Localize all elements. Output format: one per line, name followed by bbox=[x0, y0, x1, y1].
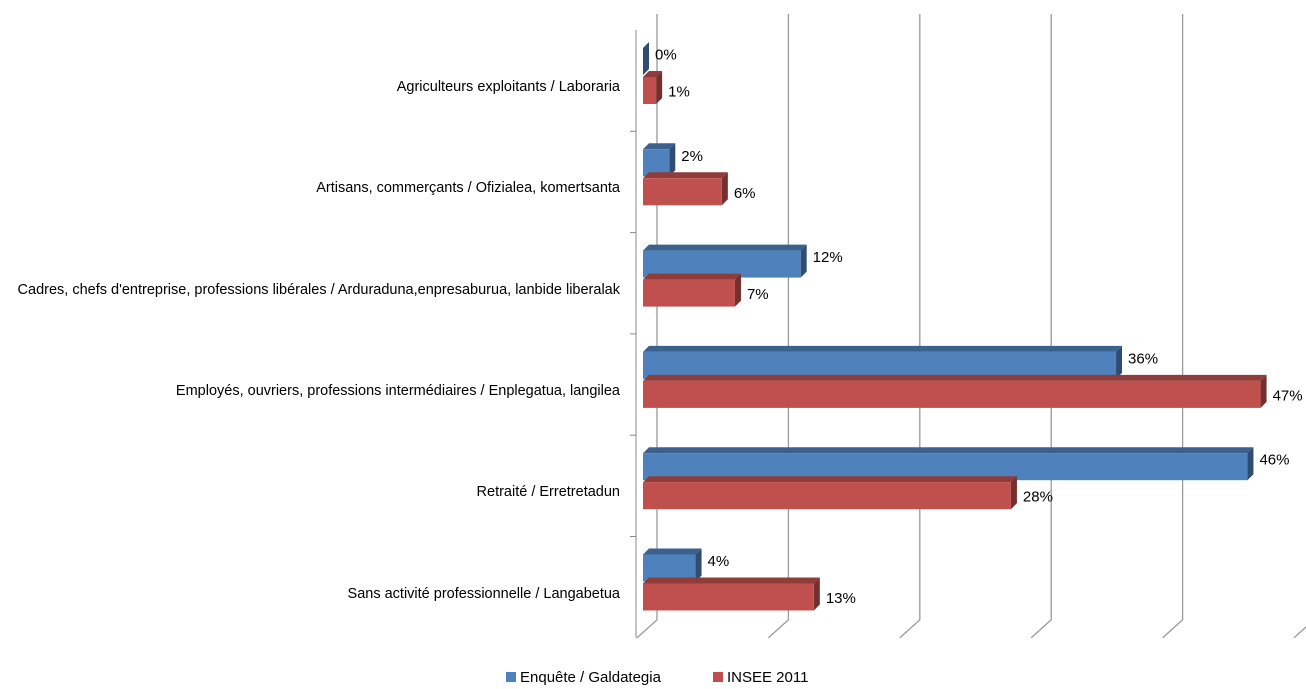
data-label: 2% bbox=[681, 148, 703, 165]
bar-front-face bbox=[643, 482, 1011, 510]
legend-label: Enquête / Galdategia bbox=[520, 669, 662, 686]
bar-front-face bbox=[643, 583, 814, 611]
bar-top-face bbox=[643, 447, 1254, 454]
bar-front-face bbox=[643, 351, 1117, 379]
bar-side-face bbox=[669, 143, 676, 177]
category-label: Agriculteurs exploitants / Laboraria bbox=[396, 79, 620, 95]
bar-top-face bbox=[643, 172, 728, 179]
bar-side-face bbox=[800, 244, 807, 278]
bar-top-face bbox=[643, 476, 1017, 483]
bar-side-face bbox=[1116, 345, 1123, 379]
bar-front-face bbox=[643, 380, 1261, 408]
data-label: 36% bbox=[1128, 350, 1158, 367]
bar-front-face bbox=[643, 77, 657, 104]
data-label: 13% bbox=[826, 590, 856, 607]
bar-side-face bbox=[656, 71, 663, 104]
grid-line bbox=[1293, 626, 1306, 639]
bar-side-face bbox=[813, 577, 820, 611]
legend-label: INSEE 2011 bbox=[727, 669, 808, 686]
bar-side-face bbox=[1247, 447, 1254, 481]
bar-front-face bbox=[643, 178, 722, 206]
bar bbox=[643, 577, 820, 611]
grid-line bbox=[1162, 14, 1184, 639]
bar bbox=[643, 172, 728, 206]
bar-top-face bbox=[643, 143, 676, 150]
bar bbox=[643, 476, 1017, 510]
bar bbox=[643, 71, 663, 104]
bar bbox=[643, 273, 741, 307]
data-label: 1% bbox=[668, 83, 690, 100]
legend-swatch bbox=[713, 672, 723, 682]
bar-side-face bbox=[695, 548, 702, 582]
legend-swatch bbox=[506, 672, 516, 682]
data-label: 28% bbox=[1023, 489, 1053, 506]
bar bbox=[643, 548, 702, 582]
bar-top-face bbox=[643, 273, 741, 280]
category-label: Employés, ouvriers, professions interméd… bbox=[175, 382, 620, 399]
bar-top-face bbox=[643, 577, 820, 584]
grid-line bbox=[899, 14, 921, 639]
bar-front-face bbox=[643, 453, 1248, 481]
bar-side-face bbox=[721, 172, 728, 206]
bar-top-face bbox=[643, 345, 1123, 352]
data-label: 4% bbox=[708, 553, 730, 570]
grid-line bbox=[1030, 14, 1052, 639]
bar-top-face bbox=[643, 71, 663, 77]
bar-front-face bbox=[643, 554, 696, 582]
bar-top-face bbox=[643, 374, 1267, 381]
bar-side-face bbox=[1010, 476, 1017, 510]
bar bbox=[643, 447, 1254, 481]
grid-line bbox=[767, 14, 790, 639]
data-label: 0% bbox=[655, 46, 677, 63]
data-label: 47% bbox=[1273, 387, 1303, 404]
grid-line bbox=[636, 14, 658, 639]
category-label: Retraité / Erretretadun bbox=[476, 484, 620, 501]
data-label: 6% bbox=[734, 185, 756, 202]
category-label: Artisans, commerçants / Ofizialea, komer… bbox=[316, 180, 620, 197]
bar bbox=[643, 374, 1267, 408]
bar-front-face bbox=[643, 279, 735, 307]
bar-front-face bbox=[643, 149, 670, 177]
bar bbox=[643, 345, 1123, 379]
bar-top-face bbox=[643, 244, 807, 251]
bar-side-face bbox=[1260, 374, 1267, 408]
bar-front-face bbox=[643, 250, 801, 278]
category-label: Sans activité professionnelle / Langabet… bbox=[347, 585, 620, 602]
data-label: 46% bbox=[1259, 452, 1289, 469]
bar bbox=[643, 143, 676, 177]
bar bbox=[643, 42, 649, 75]
category-label: Cadres, chefs d'entreprise, professions … bbox=[17, 281, 620, 298]
bar-side-face bbox=[643, 42, 649, 75]
data-label: 12% bbox=[813, 249, 843, 266]
bar bbox=[643, 244, 807, 278]
data-label: 7% bbox=[747, 286, 769, 303]
bar-top-face bbox=[643, 548, 702, 555]
bar-side-face bbox=[734, 273, 741, 307]
